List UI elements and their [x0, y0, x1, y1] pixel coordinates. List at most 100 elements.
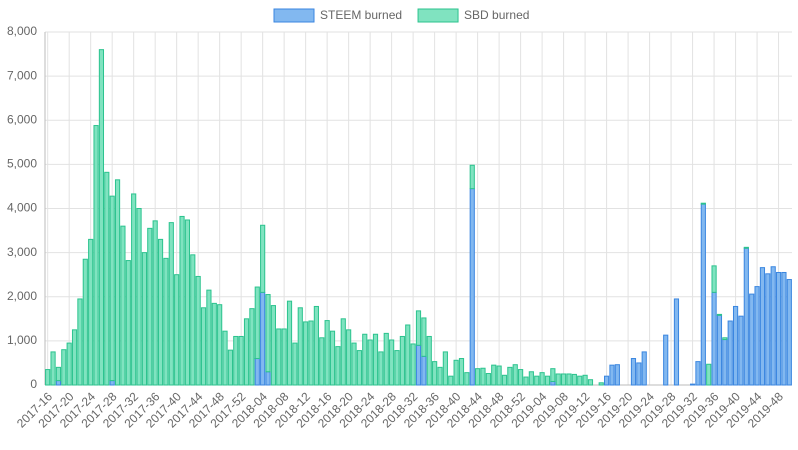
bar [114, 179, 121, 386]
bar [781, 271, 787, 386]
y-tick-label: 4,000 [7, 201, 37, 215]
bar [157, 238, 164, 386]
bar [77, 298, 83, 386]
bar [324, 320, 330, 386]
bar [630, 358, 637, 386]
bar [131, 193, 137, 386]
bar [71, 329, 78, 386]
bar [689, 383, 696, 386]
bar [297, 307, 303, 386]
bar [45, 369, 51, 386]
bar [448, 375, 454, 386]
bar [168, 222, 174, 386]
bar [383, 332, 389, 386]
bar [265, 294, 271, 373]
bar [319, 337, 325, 386]
bar [507, 366, 513, 386]
bar [179, 215, 185, 386]
bar [308, 320, 314, 386]
bar [759, 267, 766, 386]
bar [254, 358, 260, 386]
bar [421, 317, 427, 357]
bar [496, 365, 502, 386]
bar [410, 343, 416, 386]
y-tick-label: 2,000 [7, 289, 37, 303]
bar [754, 286, 760, 386]
bar [109, 380, 115, 386]
bar [378, 351, 384, 386]
bar [190, 254, 196, 386]
bar [329, 330, 336, 386]
bar [555, 373, 561, 386]
bar [469, 164, 475, 190]
bar [93, 125, 99, 386]
bar [663, 334, 669, 386]
bar [432, 361, 438, 386]
bar [303, 321, 309, 386]
bar [534, 375, 540, 386]
bar [152, 220, 158, 386]
bar [260, 291, 266, 386]
bar [442, 351, 448, 386]
bar [88, 238, 94, 386]
legend-label: STEEM burned [320, 8, 402, 22]
bar [544, 375, 551, 386]
bar [421, 355, 427, 386]
bar [673, 298, 680, 386]
bar [136, 208, 142, 386]
bar [55, 380, 62, 386]
bar [598, 382, 604, 386]
bar [786, 279, 792, 386]
bar [356, 350, 362, 386]
bar [550, 380, 556, 386]
bar [286, 300, 293, 386]
bar [716, 313, 723, 316]
bar [775, 271, 782, 386]
bar [394, 350, 400, 386]
bar [109, 195, 115, 382]
bar [50, 351, 56, 386]
bar [335, 346, 341, 386]
bar [125, 260, 131, 386]
bar [636, 362, 642, 386]
bar [743, 246, 749, 249]
bar [453, 359, 459, 386]
bar [641, 351, 647, 386]
bar [120, 225, 126, 386]
bar [276, 328, 282, 386]
bar [82, 258, 88, 386]
bar [539, 372, 545, 386]
bar [716, 314, 723, 386]
bar [749, 293, 755, 386]
bar [206, 289, 212, 386]
bar [711, 291, 717, 386]
bar [458, 358, 465, 386]
bar [571, 373, 577, 386]
bar [464, 372, 470, 386]
bar [249, 308, 255, 386]
bar [292, 342, 298, 386]
bar [405, 324, 411, 386]
bar [340, 318, 346, 386]
bar [270, 305, 276, 386]
bar [222, 330, 228, 386]
bar [265, 371, 271, 386]
bar [480, 367, 486, 386]
bar [184, 219, 191, 386]
bar [238, 335, 244, 386]
bar [695, 361, 701, 386]
y-tick-label: 7,000 [7, 68, 37, 82]
bar [163, 257, 169, 386]
bar [722, 339, 728, 386]
y-tick-label: 0 [30, 377, 37, 391]
bar [313, 305, 319, 386]
y-tick-label: 6,000 [7, 112, 37, 126]
bar [61, 349, 67, 386]
bar [512, 364, 518, 386]
bar [469, 188, 475, 386]
bar [475, 368, 481, 386]
bar [523, 376, 529, 386]
y-tick-label: 5,000 [7, 157, 37, 171]
bar [389, 339, 395, 386]
